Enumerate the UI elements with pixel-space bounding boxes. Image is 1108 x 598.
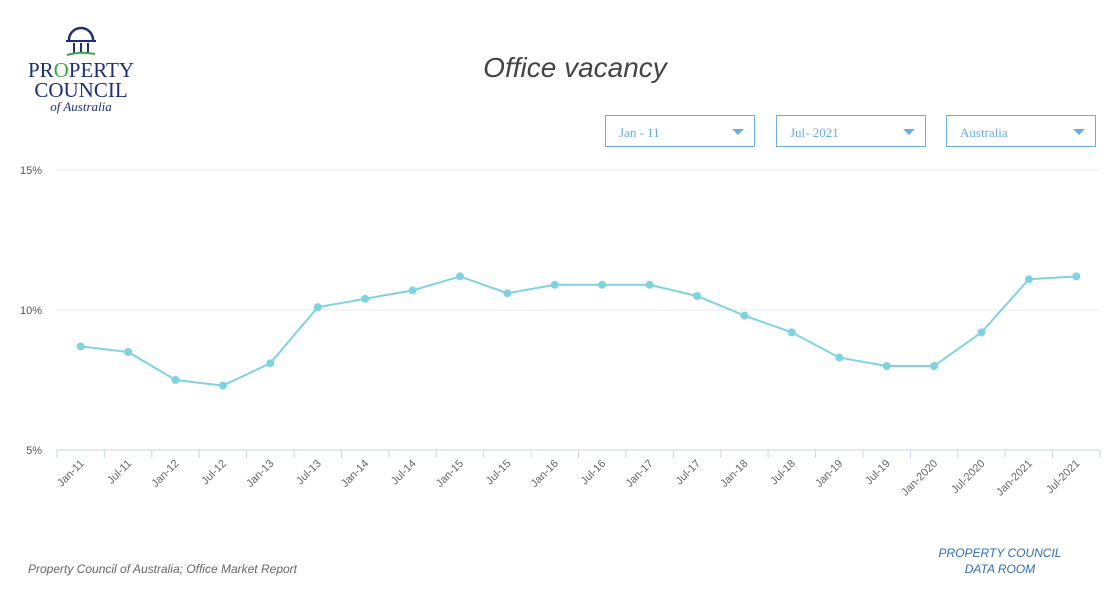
data-point <box>218 381 227 390</box>
data-point <box>1024 275 1033 284</box>
data-point <box>503 289 512 298</box>
y-tick-label: 15% <box>20 165 42 177</box>
data-point <box>455 272 464 281</box>
series-line <box>80 275 1077 387</box>
y-tick-label: 10% <box>20 305 42 317</box>
x-tick-label: Jan-16 <box>529 458 561 490</box>
x-tick-label: Jul-2020 <box>949 458 987 496</box>
data-point <box>124 348 133 356</box>
x-tick-label: Jan-14 <box>339 458 371 490</box>
x-tick-label: Jan-12 <box>149 458 181 490</box>
source-note: Property Council of Australia; Office Ma… <box>28 562 297 576</box>
data-point <box>408 286 417 295</box>
data-point <box>977 328 986 337</box>
data-point <box>740 311 749 320</box>
x-tick-label: Jul-16 <box>579 458 609 488</box>
data-point <box>171 376 180 384</box>
x-tick-label: Jan-2020 <box>899 458 940 499</box>
data-point <box>1072 272 1081 281</box>
x-tick-label: Jul-11 <box>105 458 134 487</box>
data-point <box>76 342 85 351</box>
x-tick-label: Jan-18 <box>718 458 750 490</box>
start-date-dropdown[interactable]: Jan - 11 <box>605 115 755 147</box>
x-tick-label: Jan-19 <box>813 458 845 490</box>
data-point <box>361 294 370 303</box>
chevron-down-icon <box>732 129 744 135</box>
data-point <box>930 362 939 370</box>
data-point <box>645 280 654 289</box>
x-tick-label: Jan-13 <box>244 458 276 490</box>
region-value: Australia <box>960 125 1008 140</box>
data-point <box>313 303 322 312</box>
chart-title: Office vacancy <box>483 52 667 83</box>
x-tick-label: Jul-12 <box>199 458 229 488</box>
start-date-value: Jan - 11 <box>619 125 660 140</box>
x-tick-label: Jan-11 <box>55 458 87 490</box>
end-date-value: Jul- 2021 <box>790 125 839 140</box>
data-room-link[interactable]: PROPERTY COUNCIL DATA ROOM <box>938 546 1062 576</box>
x-tick-label: Jul-17 <box>673 458 703 488</box>
x-tick-label: Jul-19 <box>863 458 893 488</box>
data-point <box>882 362 891 370</box>
data-point <box>835 353 844 362</box>
property-council-logo: PROPERTY COUNCIL of Australia <box>18 24 144 116</box>
data-point <box>598 280 607 289</box>
x-tick-label: Jul-13 <box>294 458 324 488</box>
x-tick-label: Jul-15 <box>484 458 514 488</box>
x-tick-label: Jul-14 <box>389 458 419 488</box>
chevron-down-icon <box>1073 129 1085 135</box>
data-point <box>693 292 702 300</box>
data-point <box>550 280 559 289</box>
end-date-dropdown[interactable]: Jul- 2021 <box>776 115 926 147</box>
data-point <box>787 328 796 337</box>
chevron-down-icon <box>903 129 915 135</box>
building-dome-icon <box>66 26 96 56</box>
x-tick-label: Jan-2021 <box>994 458 1035 499</box>
region-dropdown[interactable]: Australia <box>946 115 1096 147</box>
data-point <box>266 359 275 368</box>
line-chart: 5% 10% 15% Jan-11 Jul-11 Jan-12 Jul-12 Jan-13 Ju… <box>20 165 1101 499</box>
x-tick-label: Jul-18 <box>768 458 798 488</box>
x-tick-label: Jan-17 <box>623 458 655 490</box>
x-tick-label: Jul-2021 <box>1044 458 1082 496</box>
y-tick-label: 5% <box>26 445 42 457</box>
x-tick-label: Jan-15 <box>434 458 466 490</box>
